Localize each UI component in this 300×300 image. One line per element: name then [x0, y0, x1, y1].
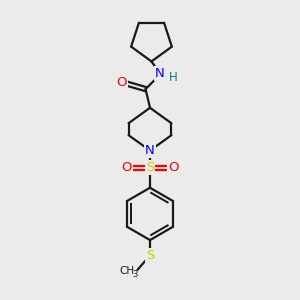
Text: N: N [145, 143, 155, 157]
Text: H: H [169, 71, 177, 84]
Text: S: S [146, 161, 154, 174]
Text: O: O [168, 161, 178, 174]
Text: N: N [155, 67, 165, 80]
Text: O: O [116, 76, 127, 89]
Text: O: O [122, 161, 132, 174]
Text: CH: CH [120, 266, 135, 276]
Text: 3: 3 [132, 270, 137, 279]
Text: S: S [146, 249, 154, 262]
